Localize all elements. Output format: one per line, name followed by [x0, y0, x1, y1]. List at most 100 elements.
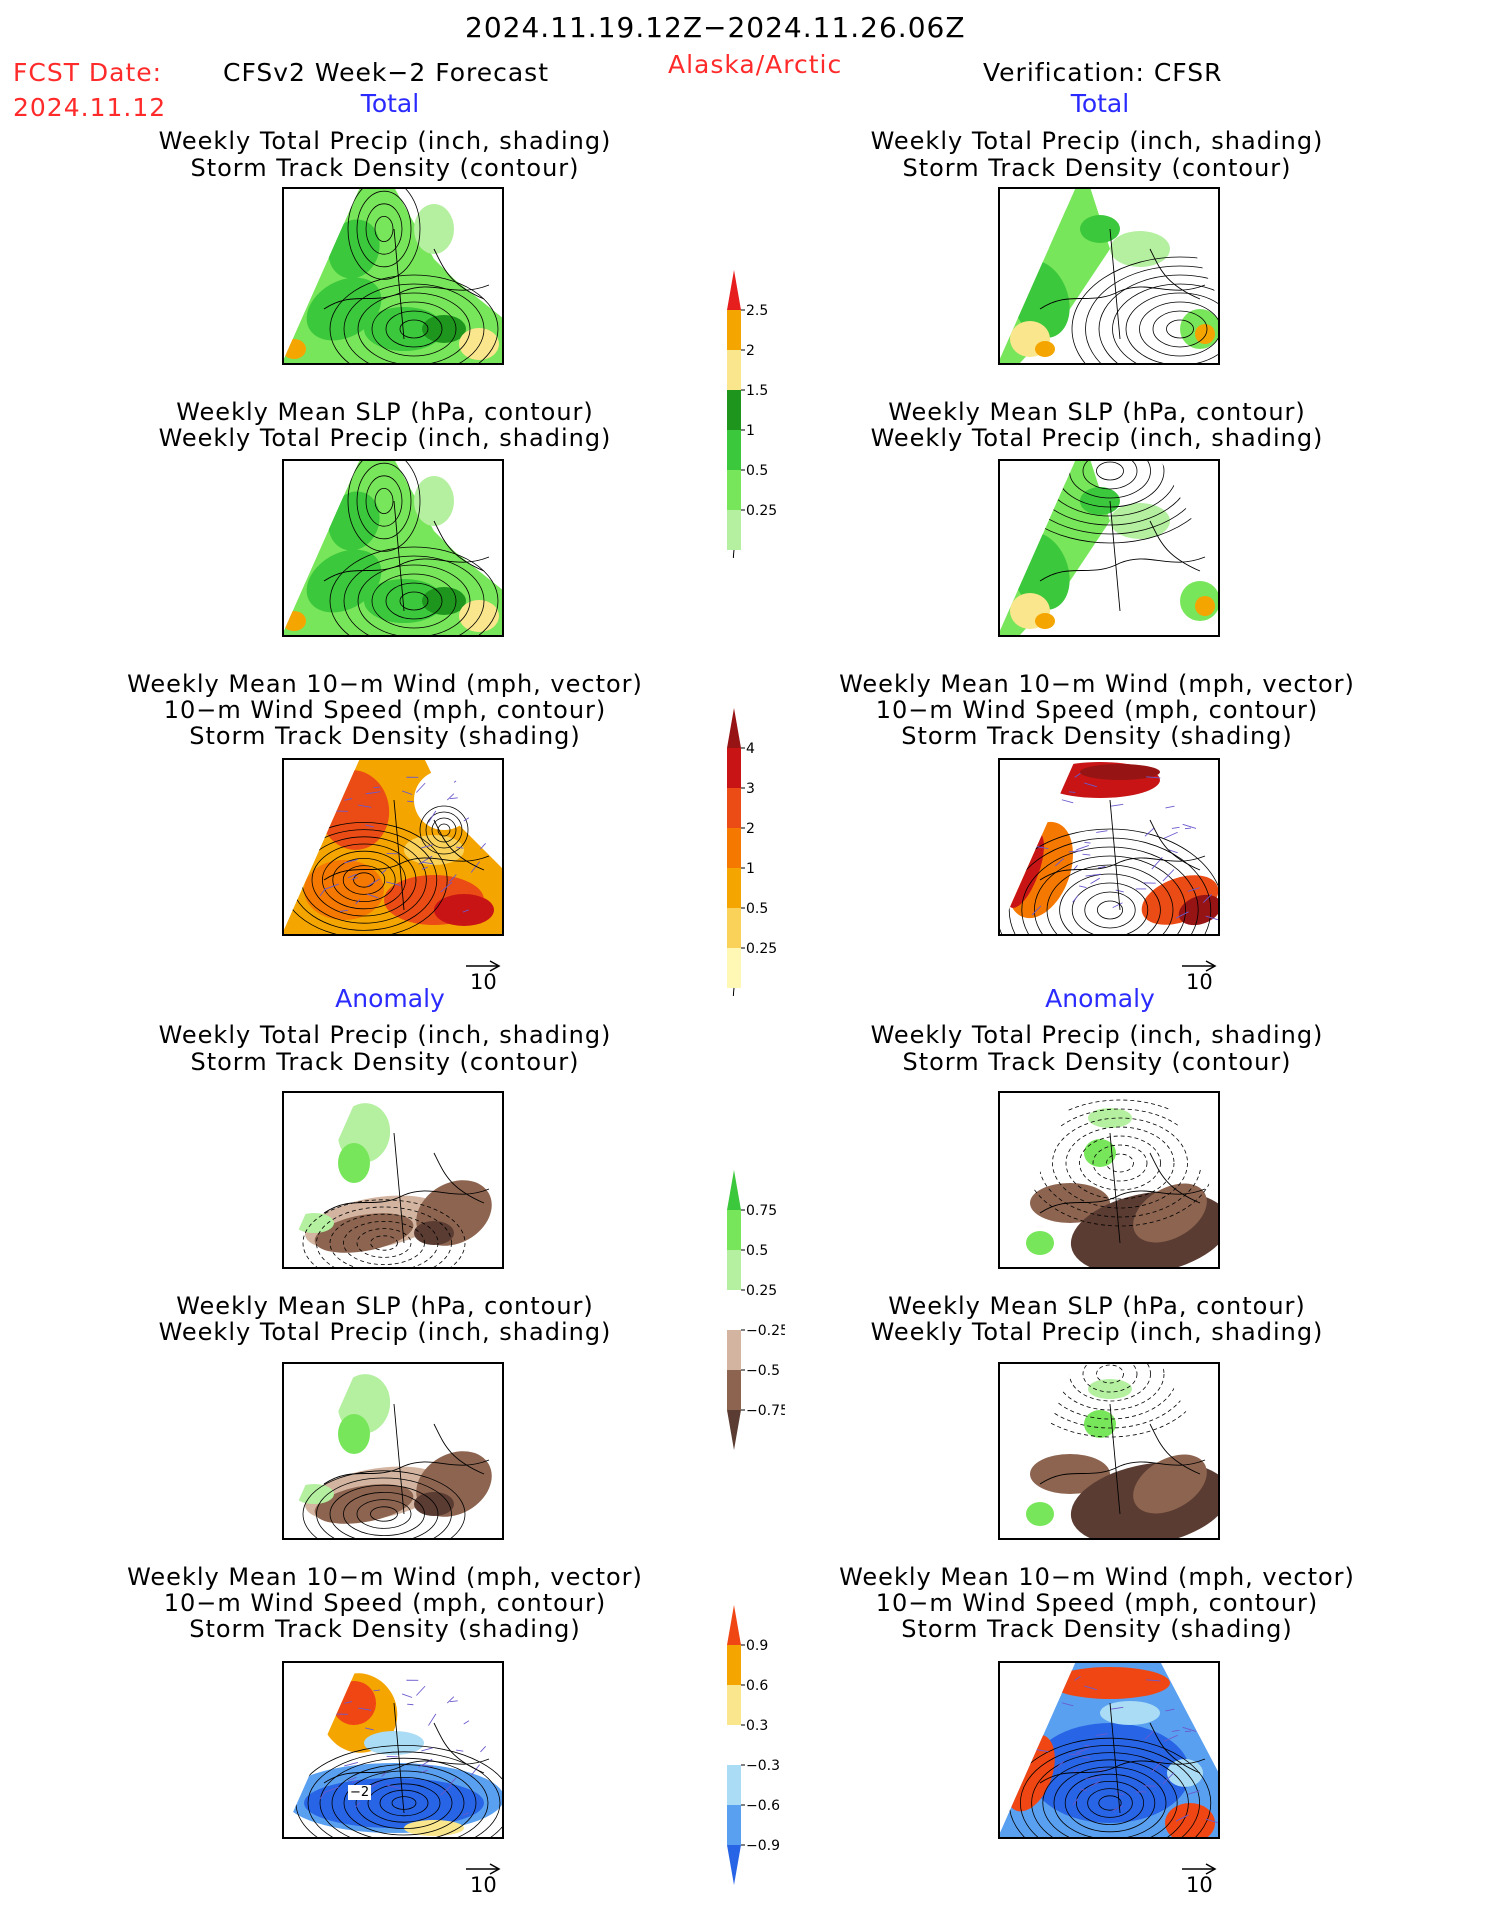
contour-line [356, 1228, 412, 1258]
shaded-region [414, 1221, 454, 1245]
shaded-region [1080, 215, 1120, 243]
wind-vector [1072, 894, 1079, 903]
colorbar-tick-label: 0.3 [746, 1718, 768, 1734]
contour-line [284, 822, 448, 934]
shaded-region [1026, 1231, 1054, 1255]
shaded-region [1035, 341, 1055, 357]
contour-line [371, 301, 457, 357]
wind-vector [358, 1707, 372, 1711]
panel-title-anom-wind-right-1: Weekly Mean 10−m Wind (mph, vector) [839, 1563, 1355, 1591]
colorbar-tick-label: 0.25 [746, 503, 777, 519]
wind-vector [1202, 893, 1213, 903]
wind-vector [1084, 1685, 1097, 1691]
verification-label: Verification: CFSR [983, 58, 1223, 87]
wind-vector [1084, 1745, 1091, 1747]
shaded-region [1100, 1701, 1160, 1725]
model-label: CFSv2 Week−2 Forecast [223, 58, 549, 87]
colorbar-tick-label: 0.6 [746, 1678, 768, 1694]
wind-vector [1055, 858, 1064, 867]
contour-line [316, 1477, 452, 1538]
shaded-region [1080, 487, 1120, 515]
wind-vector [1171, 826, 1180, 829]
contour-line [374, 215, 394, 243]
wind-vector [358, 804, 372, 808]
wind-vector [1035, 1748, 1049, 1753]
colorbar-tick-label: 0.5 [746, 463, 768, 479]
wind-vector [1068, 791, 1076, 793]
wind-vector [1144, 1730, 1155, 1740]
wind-vector [1205, 780, 1214, 783]
contour-line [355, 1777, 453, 1830]
contour-line [1053, 1766, 1167, 1837]
panel-title-anom-wind-right-2: 10−m Wind Speed (mph, contour) [875, 1589, 1319, 1617]
contour-line [1071, 882, 1149, 934]
colorbar-tick-label: 4 [746, 741, 755, 757]
colorbar-segment [727, 748, 741, 788]
contour-line [357, 564, 471, 635]
wind-vector [475, 795, 485, 799]
vector-reference-label: 10 [470, 1873, 497, 1897]
wind-vector [367, 878, 380, 887]
colorbar-segment [727, 350, 741, 390]
colorbar-segment [727, 908, 741, 948]
wind-vector [1035, 845, 1049, 850]
colorbar-segment [727, 828, 741, 868]
contour-line [1031, 1752, 1189, 1837]
wind-vector [416, 1685, 426, 1696]
map-total-precip-right [998, 187, 1220, 365]
wind-vector [1096, 1733, 1108, 1736]
wind-vector [449, 797, 458, 800]
region-label: Alaska/Arctic [668, 50, 843, 79]
wind-vector [1025, 777, 1042, 781]
wind-vector [421, 1747, 433, 1752]
wind-vector [1055, 1761, 1064, 1770]
contour-line [399, 591, 429, 611]
shaded-region [414, 770, 474, 830]
wind-vector [1061, 1702, 1074, 1707]
contour-line [431, 817, 457, 843]
colorbar-tick-label: 1 [746, 861, 755, 877]
map-anom-wind-right [998, 1661, 1220, 1839]
wind-vector [1175, 1814, 1189, 1822]
wind-vector [462, 909, 469, 913]
panel-title-total-precip-left-1: Weekly Total Precip (inch, shading) [158, 127, 612, 155]
colorbar-segment [727, 510, 741, 550]
wind-vector [1182, 823, 1197, 829]
arrow-right-icon [1182, 960, 1217, 972]
colorbar-segment [727, 1805, 741, 1845]
contour-line [1059, 873, 1161, 934]
contour-line [1152, 310, 1208, 348]
contour-line [1084, 891, 1136, 929]
map-total-wind-left [282, 758, 504, 936]
colorbar-tick-label: −0.5 [746, 1363, 780, 1379]
panel-title-anom-slp-right-2: Weekly Total Precip (inch, shading) [870, 1318, 1324, 1346]
contour-line [1052, 1117, 1188, 1209]
contour-line [302, 1199, 466, 1267]
wind-vector [1097, 866, 1106, 869]
contour-line [1085, 265, 1218, 363]
wind-vector [1076, 1747, 1089, 1754]
colorbar-segment [727, 430, 741, 470]
vector-reference-total-left: 10 [464, 958, 504, 993]
colorbar-tick-label: 0.5 [746, 1243, 768, 1259]
arrow-right-icon [466, 960, 501, 972]
wind-vector [319, 888, 326, 897]
colorbar-segment [727, 948, 741, 988]
map-total-slp-right [998, 459, 1220, 637]
wind-vector [421, 1769, 428, 1773]
contour-line [1092, 1144, 1148, 1182]
date-range-title: 2024.11.19.12Z−2024.11.26.06Z [465, 11, 966, 44]
panel-title-anom-wind-left-2: 10−m Wind Speed (mph, contour) [163, 1589, 607, 1617]
colorbar-segment [727, 1370, 741, 1410]
wind-vector [347, 873, 357, 879]
wind-vector [421, 861, 434, 865]
shaded-region [294, 1213, 334, 1233]
contour-line [1139, 301, 1218, 357]
coastline [323, 228, 490, 340]
colorbar-segment [727, 1845, 741, 1885]
colorbar-tick-label: −0.9 [746, 1838, 780, 1854]
panel-title-anom-slp-left-1: Weekly Mean SLP (hPa, contour) [176, 1292, 594, 1320]
panel-title-total-slp-left-2: Weekly Total Precip (inch, shading) [158, 424, 612, 452]
wind-vector [1193, 801, 1205, 808]
colorbar-tick-label: −0.3 [746, 1758, 780, 1774]
